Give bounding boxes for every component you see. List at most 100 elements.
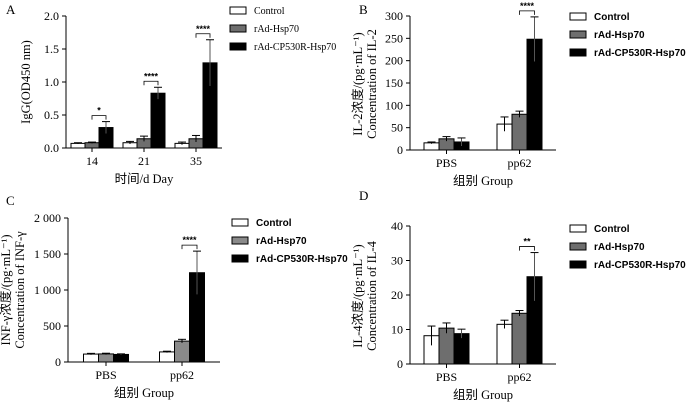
y-axis-label: Concentration of INF-γ bbox=[13, 231, 27, 349]
x-tick-label: 21 bbox=[138, 154, 150, 168]
significance-marker: **** bbox=[144, 71, 159, 81]
y-tick-label: 250 bbox=[385, 31, 403, 45]
y-axis-label-group: INF-γ浓度/(pg·mL⁻¹) Concentration of INF-γ bbox=[0, 231, 27, 349]
significance-bracket bbox=[181, 244, 198, 250]
x-tick-label: 14 bbox=[86, 154, 98, 168]
y-tick-label: 300 bbox=[385, 9, 403, 23]
legend-entry: rAd-Hsp70 bbox=[594, 30, 645, 41]
y-tick-label: 0.5 bbox=[44, 108, 59, 122]
legend-entry: Control bbox=[256, 218, 292, 229]
y-tick-label: 150 bbox=[385, 76, 403, 90]
panel-letter: A bbox=[6, 2, 16, 17]
y-axis-label: IgG(OD450 nm) bbox=[19, 40, 33, 124]
y-tick-label: 0 bbox=[55, 355, 61, 369]
y-axis-label: INF-γ浓度/(pg·mL⁻¹) bbox=[0, 235, 13, 346]
legend-entry: rAd-CP530R-Hsp70 bbox=[254, 42, 336, 53]
bar bbox=[423, 142, 440, 151]
y-tick-label: 1 500 bbox=[34, 247, 61, 261]
x-tick-label: pp62 bbox=[508, 156, 532, 170]
y-tick-label: 0.0 bbox=[44, 141, 59, 155]
y-tick-label: 10 bbox=[391, 323, 403, 337]
x-tick-label: PBS bbox=[436, 156, 457, 170]
chart-panel-b: B 0 50 100 150 200 250 300 PBS pp62 **** 组别 Group IL… bbox=[350, 1, 686, 188]
legend-entry: rAd-CP530R-Hsp70 bbox=[256, 254, 348, 265]
legend-swatch bbox=[231, 254, 249, 263]
y-axis-label: Concentration of IL-4 bbox=[365, 240, 379, 350]
legend-swatch bbox=[231, 218, 249, 227]
bar bbox=[70, 142, 86, 149]
bar bbox=[453, 333, 470, 365]
significance-marker: ** bbox=[523, 237, 531, 247]
legend-entry: Control bbox=[254, 6, 285, 17]
legend-swatch bbox=[569, 260, 587, 269]
chart-panel-a: A 0.0 0.5 1.0 1.5 2.0 14 * 21 **** 35 **** 时间/d Day I… bbox=[6, 2, 336, 186]
chart-panel-d: D 0 10 20 30 40 PBS pp62 ** 组别 Group IL-4浓度/(pg·mL… bbox=[350, 188, 686, 402]
significance-bracket bbox=[195, 33, 211, 38]
y-tick-label: 20 bbox=[391, 288, 403, 302]
panel-letter: B bbox=[359, 2, 368, 17]
y-tick-label: 40 bbox=[391, 219, 403, 233]
legend-entry: rAd-CP530R-Hsp70 bbox=[594, 48, 686, 59]
y-tick-label: 1.5 bbox=[44, 42, 59, 56]
y-axis-label: IL-4浓度/(pg·mL⁻¹) bbox=[350, 244, 365, 347]
x-tick-label: PBS bbox=[95, 368, 116, 382]
x-axis-label: 组别 Group bbox=[114, 386, 174, 400]
bar bbox=[113, 353, 129, 363]
x-tick-label: PBS bbox=[436, 370, 457, 384]
bar bbox=[98, 353, 114, 363]
bar bbox=[84, 142, 100, 149]
significance-marker: **** bbox=[182, 235, 197, 245]
legend-swatch bbox=[569, 12, 587, 21]
y-tick-label: 50 bbox=[391, 121, 403, 135]
significance-bracket bbox=[519, 10, 535, 15]
legend-entry: rAd-CP530R-Hsp70 bbox=[594, 260, 686, 271]
y-tick-label: 200 bbox=[385, 54, 403, 68]
y-axis-label: IL-2浓度/(pg·mL⁻¹) bbox=[350, 32, 365, 135]
significance-marker: **** bbox=[520, 1, 535, 11]
legend-swatch bbox=[569, 242, 587, 251]
bar bbox=[511, 113, 528, 151]
legend-swatch bbox=[229, 6, 247, 15]
y-tick-label: 2 000 bbox=[34, 211, 61, 225]
legend-swatch bbox=[231, 236, 249, 245]
x-tick-label: pp62 bbox=[508, 370, 532, 384]
bar bbox=[150, 92, 166, 149]
bar bbox=[511, 312, 528, 365]
significance-marker: **** bbox=[196, 24, 211, 34]
legend-swatch bbox=[569, 48, 587, 57]
panel-letter: D bbox=[359, 188, 368, 203]
bar bbox=[496, 323, 513, 365]
legend-entry: rAd-Hsp70 bbox=[594, 242, 645, 253]
y-tick-label: 500 bbox=[43, 319, 61, 333]
bar bbox=[83, 353, 99, 363]
y-axis-label: Concentration of IL-2 bbox=[365, 29, 379, 139]
legend-swatch bbox=[569, 224, 587, 233]
bar bbox=[438, 327, 455, 365]
y-tick-label: 2.0 bbox=[44, 9, 59, 23]
legend-swatch bbox=[229, 42, 247, 51]
y-tick-label: 0 bbox=[397, 143, 403, 157]
y-tick-label: 100 bbox=[385, 98, 403, 112]
y-axis-label-group: IgG(OD450 nm) bbox=[19, 40, 33, 124]
y-tick-label: 0 bbox=[397, 357, 403, 371]
significance-bracket bbox=[91, 115, 107, 120]
legend-swatch bbox=[569, 30, 587, 39]
y-axis-label-group: IL-4浓度/(pg·mL⁻¹) Concentration of IL-4 bbox=[350, 240, 379, 350]
chart-panel-c: C 0 500 1 000 1 500 2 000 PBS pp62 **** 组别 Group I… bbox=[0, 193, 348, 400]
legend-entry: Control bbox=[594, 12, 630, 23]
y-tick-label: 1.0 bbox=[44, 75, 59, 89]
y-tick-label: 1 000 bbox=[34, 283, 61, 297]
significance-bracket bbox=[519, 246, 535, 251]
y-axis-label-group: IL-2浓度/(pg·mL⁻¹) Concentration of IL-2 bbox=[350, 29, 379, 139]
x-axis-label: 时间/d Day bbox=[115, 172, 174, 186]
x-axis-label: 组别 Group bbox=[453, 174, 513, 188]
panel-letter: C bbox=[6, 193, 15, 208]
bar bbox=[159, 351, 175, 363]
legend-entry: rAd-Hsp70 bbox=[256, 236, 307, 247]
y-tick-label: 30 bbox=[391, 254, 403, 268]
x-tick-label: pp62 bbox=[170, 368, 194, 382]
legend-entry: Control bbox=[594, 224, 630, 235]
legend-entry: rAd-Hsp70 bbox=[254, 24, 299, 35]
significance-bracket bbox=[143, 80, 159, 86]
